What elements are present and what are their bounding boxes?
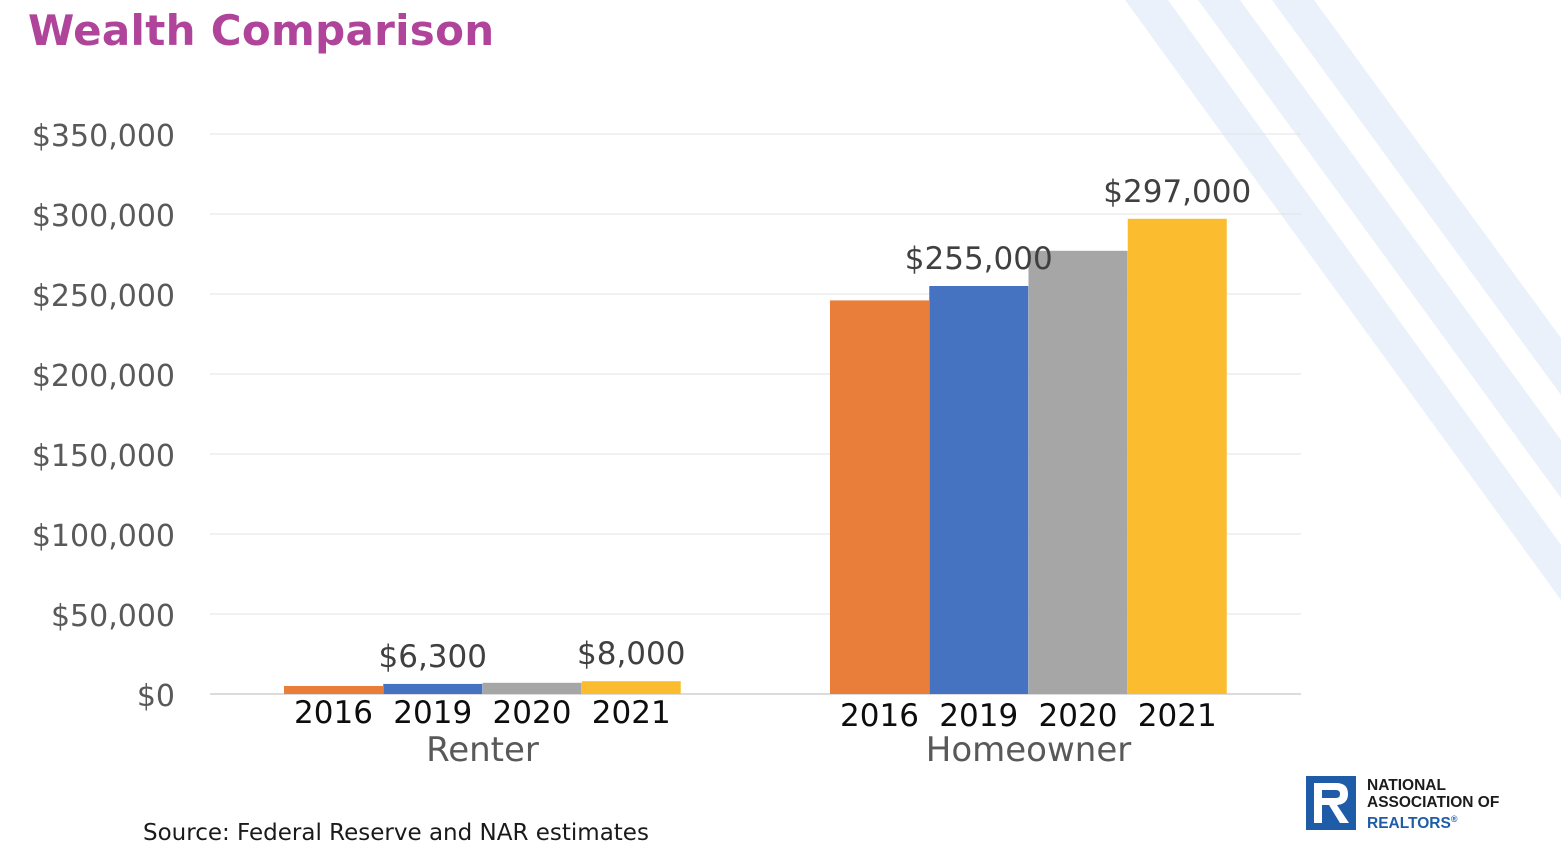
bar-homeowner-2021 [1127,218,1227,695]
y-axis-tick-labels: $0 $50,000 $100,000 $150,000 $200,000 $250,00… [32,119,175,714]
y-tick-label: $250,000 [32,279,175,314]
x-tick-year-label: 2019 [393,695,472,731]
logo-line-realtors: REALTORS® [1367,814,1458,833]
category-label: Homeowner [926,730,1131,770]
bar-renter-2020 [482,682,582,694]
stripe-2 [1198,0,1561,498]
bar-homeowner-2020 [1028,250,1128,695]
bar-homeowner-2019 [929,286,1029,694]
logo-wordmark: NATIONAL ASSOCIATION OF REALTORS® [1367,777,1499,832]
y-tick-label: $200,000 [32,359,175,394]
x-tick-year-label: 2020 [1039,698,1118,734]
bar-renter-2021 [581,681,681,694]
bar-homeowner-2016 [830,300,929,694]
data-label: $255,000 [905,241,1053,277]
data-label: $297,000 [1103,174,1251,210]
bar-renter-2019 [383,683,483,694]
data-label: $8,000 [577,636,685,672]
x-tick-year-label: 2016 [294,695,373,731]
y-tick-label: $150,000 [32,439,175,474]
logo-line-national: NATIONAL [1367,777,1446,794]
data-labels: $6,300 $8,000 $255,000 $297,000 [379,174,1252,675]
bar-renter-2016 [284,686,383,694]
logo-line-association: ASSOCIATION OF [1367,794,1500,811]
source-note: Source: Federal Reserve and NAR estimate… [143,820,649,846]
nar-logo: NATIONAL ASSOCIATION OF REALTORS® [1306,776,1546,834]
y-tick-label: $300,000 [32,199,175,234]
x-tick-year-label: 2020 [493,695,572,731]
realtor-r-logo-icon [1306,776,1356,830]
stripe-1 [1125,0,1561,600]
slide-title: Wealth Comparison [28,6,495,55]
y-tick-label: $100,000 [32,519,175,554]
bars [284,218,1227,695]
y-tick-label: $50,000 [51,599,175,634]
data-label: $6,300 [379,639,487,675]
x-tick-year-label: 2016 [840,698,919,734]
y-tick-label: $350,000 [32,119,175,154]
x-tick-year-label: 2021 [1138,698,1217,734]
x-tick-year-label: 2019 [939,698,1018,734]
y-tick-label: $0 [137,679,175,714]
category-label: Renter [426,730,539,770]
stripe-3 [1272,0,1561,395]
x-tick-year-label: 2021 [592,695,671,731]
